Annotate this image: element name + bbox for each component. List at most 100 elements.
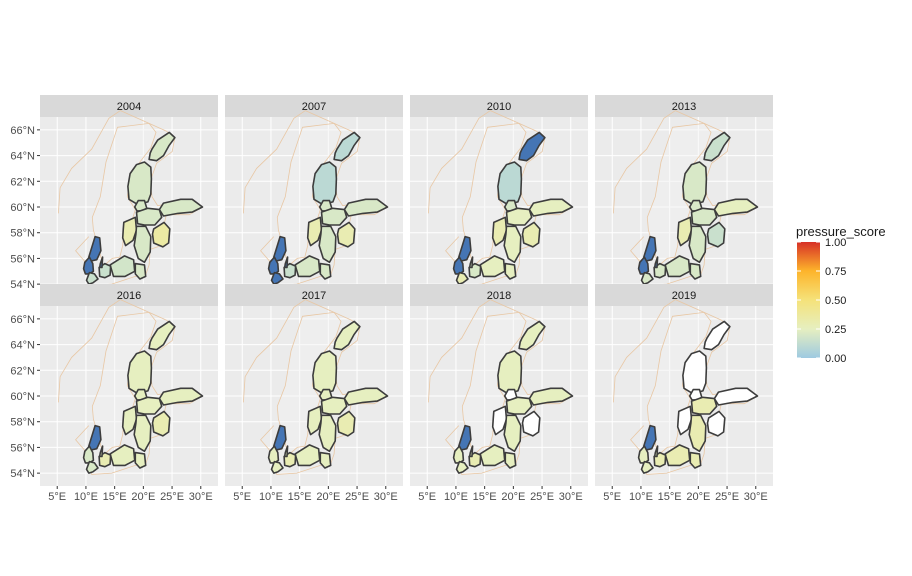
- region-bothnian-bay: [148, 320, 176, 351]
- region-e-gotland: [133, 225, 152, 264]
- region-w-gotland: [121, 216, 138, 247]
- facet-strip-label: 2013: [672, 101, 696, 113]
- region-n-baltic: [135, 396, 163, 415]
- region-bornholm: [479, 255, 506, 278]
- region-gulf-finland: [528, 198, 574, 217]
- y-tick-label: 66°N: [10, 125, 35, 137]
- region-kiel: [85, 460, 99, 474]
- facet-strip: [410, 284, 588, 306]
- facet-panel-2013: 2013: [595, 95, 773, 297]
- x-tick-label: 25°E: [345, 491, 369, 503]
- x-tick-label: 15°E: [288, 491, 312, 503]
- region-bornholm: [109, 255, 136, 278]
- x-tick-label: 30°E: [374, 491, 398, 503]
- y-tick-label: 54°N: [10, 279, 35, 291]
- region-bornholm: [294, 444, 321, 467]
- region-sound: [653, 445, 659, 458]
- legend: pressure_score 0.00 0.25 0.50 0.75 1.00: [796, 224, 886, 365]
- region-sound: [653, 256, 659, 269]
- region-e-gotland: [318, 225, 337, 264]
- y-axes: 54°N 56°N 58°N 60°N 62°N 64°N 66°N 54°N 56°N 58°N…: [10, 125, 40, 480]
- region-gdansk: [689, 262, 702, 280]
- facet-strip-label: 2016: [117, 290, 141, 302]
- y-tick-label: 66°N: [10, 314, 35, 326]
- region-sound: [98, 445, 104, 458]
- region-w-gotland: [491, 405, 508, 436]
- legend-colorbar: [797, 242, 820, 358]
- region-riga: [336, 221, 356, 248]
- region-riga: [521, 221, 541, 248]
- region-gdansk: [319, 451, 332, 469]
- x-tick-label: 5°E: [418, 491, 436, 503]
- x-tick-label: 30°E: [744, 491, 768, 503]
- region-riga: [706, 221, 726, 248]
- facet-strip: [595, 284, 773, 306]
- y-tick-label: 62°N: [10, 176, 35, 188]
- region-sound: [98, 256, 104, 269]
- x-tick-label: 15°E: [658, 491, 682, 503]
- region-gdansk: [134, 262, 147, 280]
- facet-panel-2019: 2019: [595, 284, 773, 486]
- x-tick-label: 25°E: [160, 491, 184, 503]
- facet-panel-2016: 2016: [40, 284, 218, 486]
- facet-strip-label: 2007: [302, 101, 326, 113]
- region-gulf-finland: [158, 198, 204, 217]
- region-riga: [336, 410, 356, 437]
- facet-panel-2007: 2007: [225, 95, 403, 297]
- region-kiel: [455, 460, 469, 474]
- region-gdansk: [319, 262, 332, 280]
- region-gdansk: [504, 262, 517, 280]
- region-bothnian-bay: [333, 320, 361, 351]
- region-gulf-finland: [343, 387, 389, 406]
- region-bornholm: [479, 444, 506, 467]
- region-e-gotland: [688, 414, 707, 453]
- facet-strip: [225, 95, 403, 117]
- x-tick-label: 20°E: [686, 491, 710, 503]
- region-gdansk: [504, 451, 517, 469]
- region-gdansk: [689, 451, 702, 469]
- region-sound: [468, 445, 474, 458]
- region-bothnian-bay: [518, 131, 546, 162]
- region-gulf-finland: [158, 387, 204, 406]
- region-bothnian-bay: [148, 131, 176, 162]
- region-bornholm: [664, 255, 691, 278]
- region-w-gotland: [306, 405, 323, 436]
- y-tick-label: 60°N: [10, 391, 35, 403]
- region-bothnian-bay: [333, 131, 361, 162]
- region-w-gotland: [121, 405, 138, 436]
- region-w-gotland: [676, 405, 693, 436]
- x-tick-label: 15°E: [473, 491, 497, 503]
- x-tick-label: 30°E: [189, 491, 213, 503]
- legend-label: 0.25: [825, 324, 846, 336]
- legend-ticks: 0.00 0.25 0.50 0.75 1.00: [797, 237, 846, 365]
- x-tick-label: 10°E: [444, 491, 468, 503]
- region-n-baltic: [690, 207, 718, 226]
- region-n-baltic: [505, 207, 533, 226]
- region-riga: [706, 410, 726, 437]
- region-bornholm: [294, 255, 321, 278]
- x-axes: 5°E 10°E 15°E 20°E 25°E 30°E 5°E 10°E 15°E 20°E 25…: [48, 486, 768, 503]
- region-gulf-finland: [713, 198, 759, 217]
- facet-strip-label: 2017: [302, 290, 326, 302]
- region-w-gotland: [676, 216, 693, 247]
- region-e-gotland: [503, 225, 522, 264]
- facet-strip: [595, 95, 773, 117]
- region-w-gotland: [491, 216, 508, 247]
- region-n-baltic: [320, 396, 348, 415]
- x-tick-label: 20°E: [316, 491, 340, 503]
- facet-panel-2017: 2017: [225, 284, 403, 486]
- region-e-gotland: [318, 414, 337, 453]
- facet-panel-2004: 2004: [40, 95, 218, 297]
- region-gulf-finland: [713, 387, 759, 406]
- region-n-baltic: [320, 207, 348, 226]
- x-tick-label: 25°E: [715, 491, 739, 503]
- legend-label: 1.00: [825, 237, 846, 249]
- legend-label: 0.50: [825, 295, 846, 307]
- region-riga: [521, 410, 541, 437]
- x-tick-label: 25°E: [530, 491, 554, 503]
- y-tick-label: 58°N: [10, 228, 35, 240]
- facet-strip-label: 2010: [487, 101, 511, 113]
- region-kiel: [640, 460, 654, 474]
- facet-strip-label: 2018: [487, 290, 511, 302]
- y-tick-label: 64°N: [10, 151, 35, 163]
